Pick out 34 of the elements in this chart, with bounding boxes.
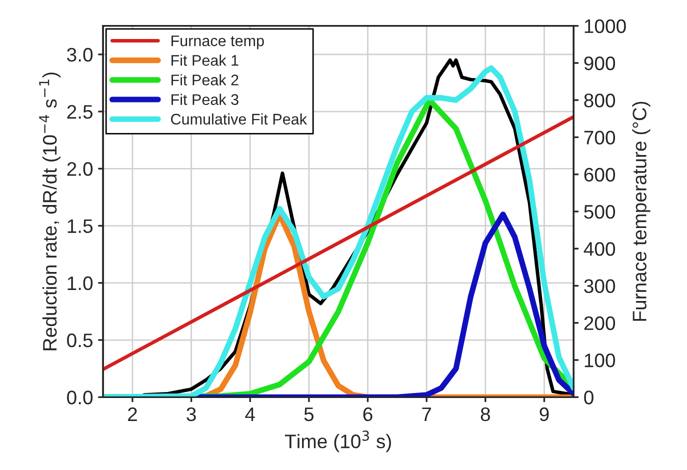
x-tick-label: 3 xyxy=(186,407,196,422)
y2-tick-label: 400 xyxy=(584,242,616,256)
legend-label: Fit Peak 3 xyxy=(172,94,238,106)
y2-tick-label: 1000 xyxy=(584,19,626,34)
legend-label: Furnace temp xyxy=(172,36,264,50)
y2-tick-label: 600 xyxy=(584,168,616,182)
y2-tick-label: 900 xyxy=(584,56,616,70)
y2-tick-label: 500 xyxy=(584,204,616,219)
x-tick-label: 4 xyxy=(245,408,255,421)
x-tick-label: 5 xyxy=(304,408,314,422)
y-tick-label: 0.0 xyxy=(67,390,93,404)
x-tick-label: 6 xyxy=(363,407,372,422)
y-axis-title: Reduction rate, dR/dt (10$^{−4}$ s$^{−1}$) xyxy=(39,72,61,350)
x-tick-label: 9 xyxy=(540,407,549,422)
legend-label: Cumulative Fit Peak xyxy=(171,113,307,125)
y2-axis-title: Furnace temperature (°C) xyxy=(632,102,650,321)
y-tick-label: 0.5 xyxy=(67,333,93,348)
y2-tick-label: 800 xyxy=(584,94,616,108)
x-tick-label: 7 xyxy=(422,408,432,421)
y-tick-label: 1.0 xyxy=(68,276,93,290)
y2-tick-label: 200 xyxy=(584,316,616,330)
y-tick-label: 2.5 xyxy=(67,105,93,119)
y-tick-label: 2.0 xyxy=(67,162,93,176)
y2-tick-label: 0 xyxy=(584,390,594,404)
x-tick-label: 2 xyxy=(128,407,137,421)
legend-label: Fit Peak 1 xyxy=(172,54,238,66)
legend-label: Fit Peak 2 xyxy=(172,74,238,86)
y-tick-label: 1.5 xyxy=(68,219,93,234)
x-tick-label: 8 xyxy=(480,407,490,422)
y2-tick-label: 700 xyxy=(584,130,616,144)
x-axis-title: Time (10$^{3}$ s) xyxy=(284,430,391,452)
y-tick-label: 3.0 xyxy=(67,48,93,62)
y2-tick-label: 300 xyxy=(584,279,616,293)
y2-tick-label: 100 xyxy=(584,353,616,368)
